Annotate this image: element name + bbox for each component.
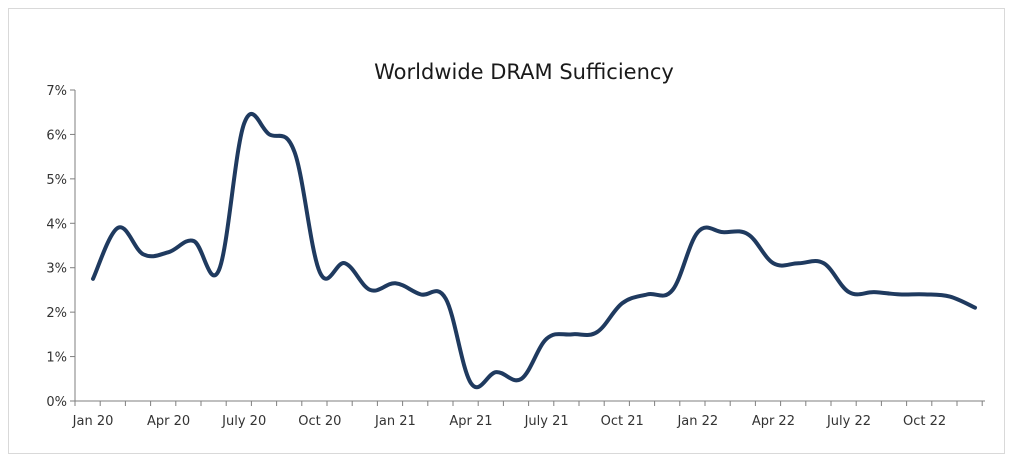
x-tick-label: Oct 21 xyxy=(601,414,644,429)
x-tick-label: Jan 22 xyxy=(676,414,718,429)
y-tick-label: 2% xyxy=(46,306,67,321)
x-tick-label: Apr 22 xyxy=(752,414,795,429)
series-group xyxy=(91,112,977,390)
y-tick-label: 0% xyxy=(46,395,67,410)
chart-title: Worldwide DRAM Sufficiency xyxy=(374,60,674,84)
x-tick-label: July 21 xyxy=(524,414,569,429)
x-tick-label: Apr 20 xyxy=(147,414,190,429)
series-line xyxy=(91,112,977,390)
chart-frame xyxy=(8,8,1005,454)
x-tick-label: Apr 21 xyxy=(449,414,492,429)
y-tick-label: 6% xyxy=(46,128,67,143)
y-tick-label: 5% xyxy=(46,173,67,188)
y-axis: 0% 1% 2% 3% 4% 5% 6% 7% xyxy=(46,84,76,410)
x-tick-label: Jan 20 xyxy=(72,414,114,429)
x-tick-label: Oct 22 xyxy=(903,414,946,429)
x-axis: Jan 20 Apr 20 July 20 Oct 20 Jan 21 Apr 21 Jul… xyxy=(72,400,985,429)
x-tick-label: July 20 xyxy=(221,414,266,429)
x-tick-label: Jan 21 xyxy=(374,414,416,429)
y-tick-label: 7% xyxy=(46,84,67,99)
x-tick-label: Oct 20 xyxy=(298,414,341,429)
y-tick-label: 1% xyxy=(46,351,67,366)
y-tick-label: 4% xyxy=(46,217,67,232)
x-tick-label: July 22 xyxy=(826,414,871,429)
y-tick-label: 3% xyxy=(46,262,67,277)
